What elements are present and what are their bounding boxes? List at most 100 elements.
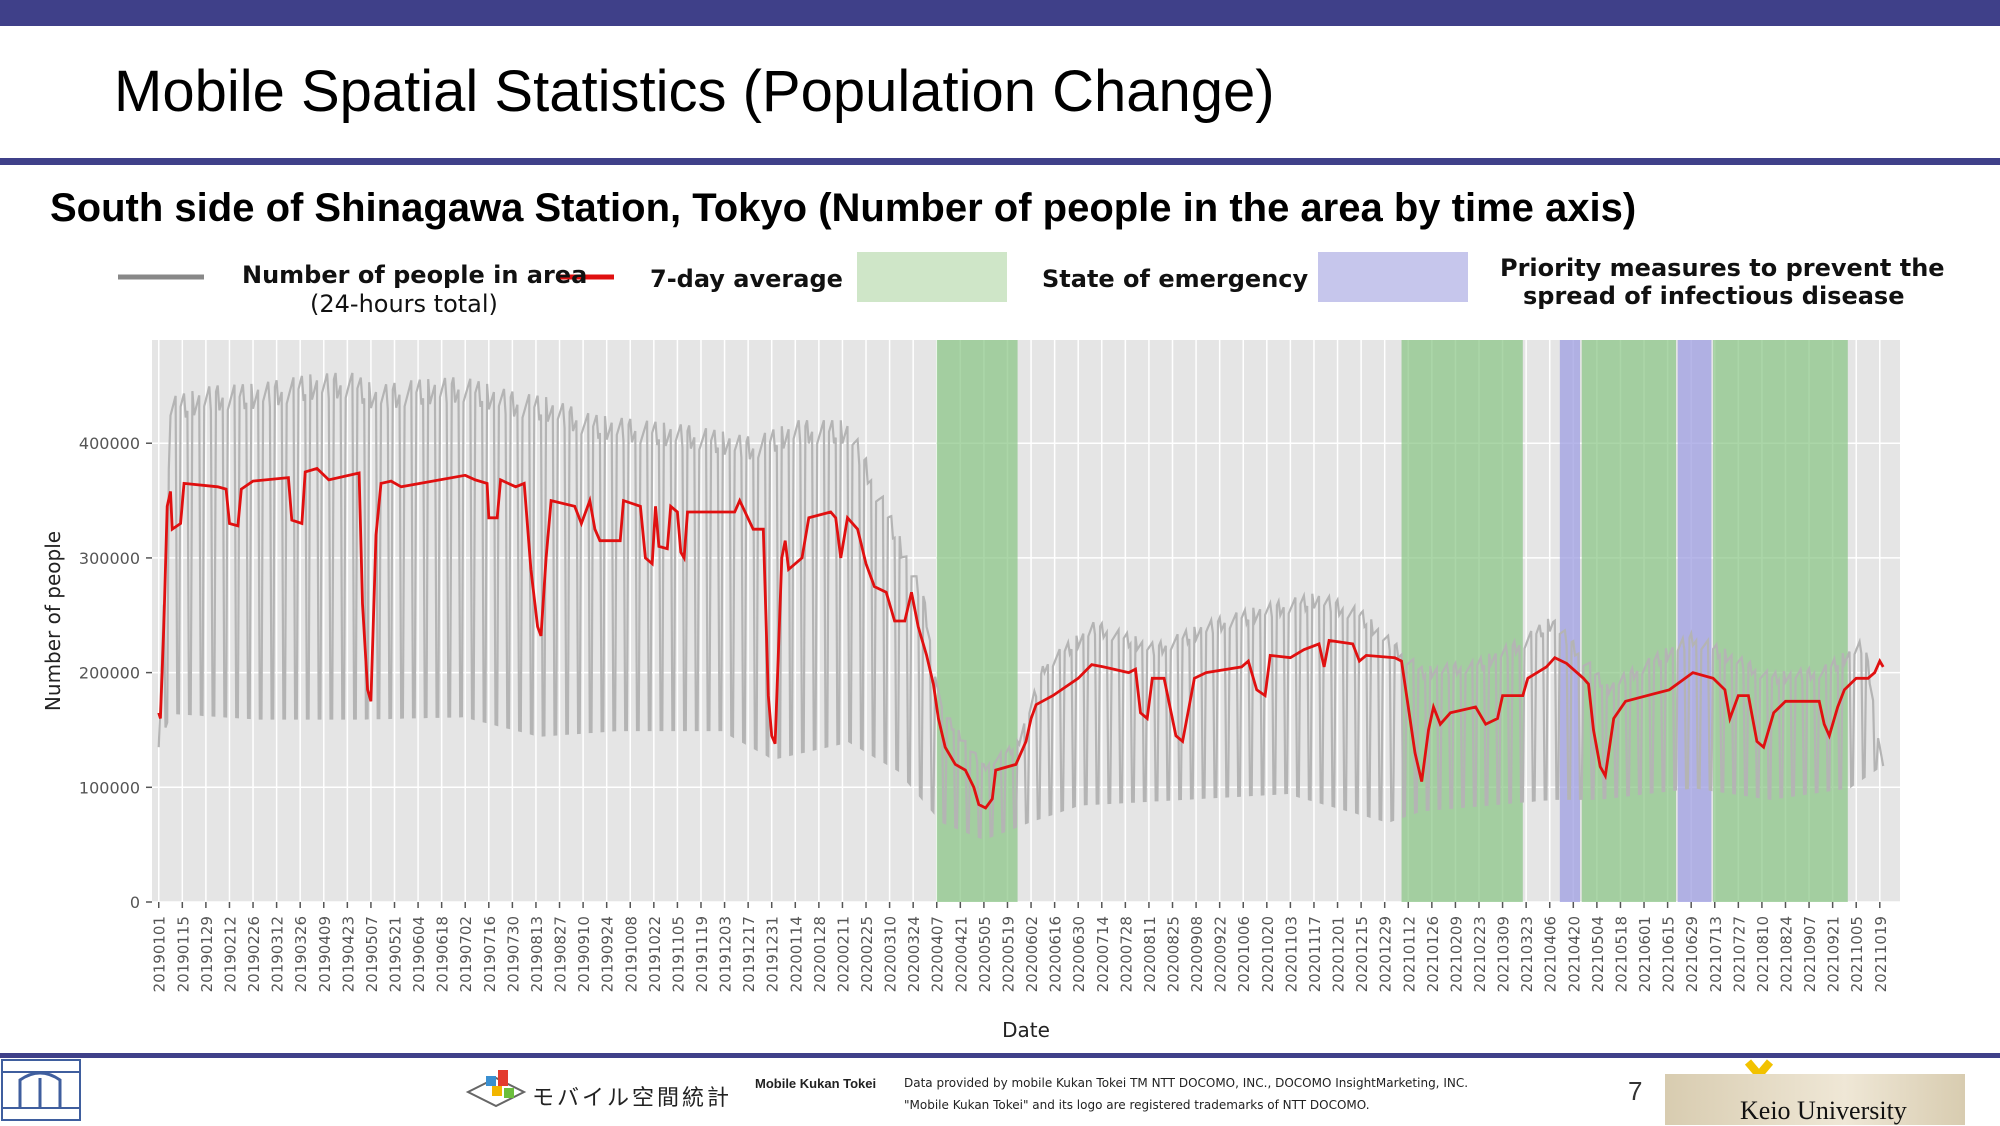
legend-red-label: 7-day average <box>650 265 843 293</box>
x-tick-label: 20190618 <box>434 916 452 992</box>
x-tick-label: 20200421 <box>952 916 970 992</box>
x-tick-label: 20200908 <box>1188 916 1206 992</box>
y-tick-label: 0 <box>130 893 140 912</box>
footer-credit-2: "Mobile Kukan Tokei" and its logo are re… <box>904 1098 1370 1112</box>
legend-purple-swatch <box>1318 252 1468 302</box>
mobile-kukan-tokei-logo-icon <box>465 1070 527 1108</box>
x-tick-label: 20210406 <box>1542 916 1560 992</box>
y-tick-label: 100000 <box>79 778 140 797</box>
x-tick-label: 20190409 <box>316 916 334 992</box>
x-tick-label: 20200505 <box>976 916 994 992</box>
x-tick-label: 20191119 <box>693 916 711 992</box>
x-tick-label: 20190910 <box>575 916 593 992</box>
seven-day-average-line <box>157 466 1885 810</box>
x-tick-label: 20190212 <box>221 916 239 992</box>
x-tick-label: 20201201 <box>1330 916 1348 992</box>
x-tick-label: 20201006 <box>1235 916 1253 992</box>
x-tick-label: 20210504 <box>1589 916 1607 992</box>
x-tick-label: 20210921 <box>1825 916 1843 992</box>
left-logo-icon <box>1 1059 81 1121</box>
x-tick-label: 20190604 <box>410 916 428 992</box>
chart-plot: 0 100000 200000 300000 400000 20190101 2019011… <box>41 340 1900 1042</box>
x-tick-label: 20190716 <box>481 916 499 992</box>
x-tick-label: 20191203 <box>717 916 735 992</box>
x-tick-label: 20200922 <box>1212 916 1230 992</box>
x-tick-label: 20211019 <box>1872 916 1890 992</box>
x-tick-label: 20210223 <box>1471 916 1489 992</box>
x-tick-label: 20200211 <box>834 916 852 992</box>
x-tick-label: 20210126 <box>1424 916 1442 992</box>
x-tick-label: 20210810 <box>1754 916 1772 992</box>
x-tick-label: 20200407 <box>929 916 947 992</box>
x-tick-label: 20191217 <box>740 916 758 992</box>
legend-purple-label-2: spread of infectious disease <box>1523 282 1905 310</box>
x-tick-label: 20200811 <box>1141 916 1159 992</box>
x-tick-label: 20200519 <box>999 916 1017 992</box>
x-tick-label: 20200728 <box>1117 916 1135 992</box>
slide-title: Mobile Spatial Statistics (Population Ch… <box>114 59 1275 124</box>
x-tick-label: 20210824 <box>1777 916 1795 992</box>
x-tick-label: 20191022 <box>646 916 664 992</box>
x-tick-label: 20190702 <box>457 916 475 992</box>
x-tick-label: 20190507 <box>363 916 381 992</box>
legend-gray-sublabel: (24-hours total) <box>310 290 498 318</box>
x-tick-label: 20210420 <box>1565 916 1583 992</box>
keio-banner <box>1665 1074 1965 1125</box>
x-tick-label: 20190813 <box>528 916 546 992</box>
y-axis-label: Number of people <box>41 531 65 711</box>
page-number: 7 <box>1628 1076 1643 1106</box>
priority-measures-band <box>1559 340 1581 902</box>
x-tick-label: 20200630 <box>1070 916 1088 992</box>
x-tick-label: 20200114 <box>787 916 805 992</box>
x-tick-label: 20201215 <box>1353 916 1371 992</box>
keio-university-label: Keio University <box>1740 1096 1907 1125</box>
chart-title: South side of Shinagawa Station, Tokyo (… <box>50 186 1637 230</box>
legend-gray-label: Number of people in area <box>242 261 588 289</box>
emergency-band <box>1401 340 1523 902</box>
x-tick-label: 20211005 <box>1848 916 1866 992</box>
x-tick-label: 20210907 <box>1801 916 1819 992</box>
x-tick-label: 20210518 <box>1612 916 1630 992</box>
x-axis-label: Date <box>1002 1018 1050 1042</box>
x-tick-label: 20210615 <box>1660 916 1678 992</box>
footer-brand-en: Mobile Kukan Tokei <box>755 1076 877 1091</box>
emergency-band <box>1581 340 1677 902</box>
title-divider <box>0 158 2000 165</box>
x-tick-label: 20201103 <box>1282 916 1300 992</box>
x-tick-label: 20201020 <box>1259 916 1277 992</box>
x-tick-label: 20190312 <box>269 916 287 992</box>
legend-graphics <box>118 252 1468 302</box>
y-tick-label: 200000 <box>79 664 140 683</box>
x-tick-label: 20190423 <box>339 916 357 992</box>
x-tick-label: 20200602 <box>1023 916 1041 992</box>
x-tick-label: 20190730 <box>504 916 522 992</box>
x-tick-label: 20210112 <box>1400 916 1418 992</box>
x-tick-label: 20190924 <box>599 916 617 992</box>
x-tick-label: 20190326 <box>292 916 310 992</box>
x-tick-label: 20210323 <box>1518 916 1536 992</box>
x-tick-label: 20190521 <box>386 916 404 992</box>
x-tick-label: 20201229 <box>1377 916 1395 992</box>
footer-divider <box>0 1053 2000 1058</box>
daily-people-line <box>157 372 1885 840</box>
x-tick-label: 20200616 <box>1047 916 1065 992</box>
x-tick-label: 20200714 <box>1094 916 1112 992</box>
x-tick-label: 20210713 <box>1707 916 1725 992</box>
x-tick-label: 20210309 <box>1495 916 1513 992</box>
x-tick-label: 20210209 <box>1447 916 1465 992</box>
priority-measures-band <box>1677 340 1712 902</box>
x-tick-label: 20210629 <box>1683 916 1701 992</box>
x-tick-label: 20200225 <box>858 916 876 992</box>
x-tick-label: 20200324 <box>905 916 923 992</box>
emergency-band <box>1713 340 1848 902</box>
x-tick-label: 20200128 <box>811 916 829 992</box>
x-tick-label: 20191008 <box>622 916 640 992</box>
x-tick-label: 20190129 <box>198 916 216 992</box>
legend-green-label: State of emergency <box>1042 265 1309 293</box>
footer-credit-1: Data provided by mobile Kukan Tokei TM N… <box>904 1076 1469 1090</box>
legend-purple-label-1: Priority measures to prevent the <box>1500 254 1945 282</box>
x-tick-label: 20201117 <box>1306 916 1324 992</box>
x-tick-label: 20210601 <box>1636 916 1654 992</box>
x-tick-label: 20190101 <box>151 916 169 992</box>
